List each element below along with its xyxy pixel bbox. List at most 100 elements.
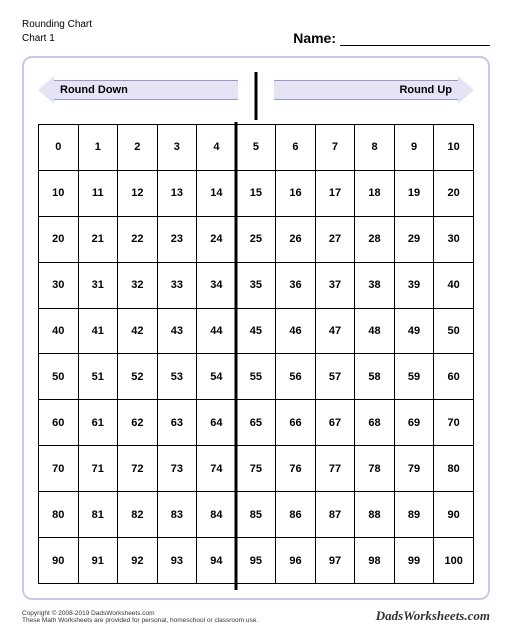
grid-cell: 95: [236, 538, 276, 584]
disclaimer-text: These Math Worksheets are provided for p…: [22, 617, 258, 624]
grid-cell: 55: [236, 354, 276, 400]
footer-left: Copyright © 2008-2019 DadsWorksheets.com…: [22, 610, 258, 624]
grid-cell: 4: [197, 125, 237, 171]
grid-cell: 28: [355, 216, 395, 262]
grid-cell: 33: [157, 262, 197, 308]
grid-cell: 91: [78, 538, 118, 584]
grid-cell: 97: [315, 538, 355, 584]
grid-cell: 52: [118, 354, 158, 400]
center-divider-top: [255, 72, 258, 120]
grid-cell: 7: [315, 125, 355, 171]
grid-cell: 49: [394, 308, 434, 354]
grid-cell: 87: [315, 492, 355, 538]
grid-cell: 41: [78, 308, 118, 354]
grid-cell: 63: [157, 400, 197, 446]
title-line2: Chart 1: [22, 32, 92, 46]
grid-cell: 20: [434, 170, 474, 216]
grid-cell: 68: [355, 400, 395, 446]
grid-cell: 36: [276, 262, 316, 308]
grid-cell: 24: [197, 216, 237, 262]
grid-cell: 46: [276, 308, 316, 354]
grid-cell: 26: [276, 216, 316, 262]
grid-cell: 70: [39, 446, 79, 492]
table-row: 90919293949596979899100: [39, 538, 474, 584]
grid-cell: 89: [394, 492, 434, 538]
brand-logo: DadsWorksheets.com: [376, 608, 490, 624]
grid-cell: 62: [118, 400, 158, 446]
grid-cell: 42: [118, 308, 158, 354]
grid-cell: 85: [236, 492, 276, 538]
grid-cell: 21: [78, 216, 118, 262]
number-grid: 0123456789101011121314151617181920202122…: [38, 124, 474, 584]
grid-cell: 35: [236, 262, 276, 308]
grid-cell: 64: [197, 400, 237, 446]
grid-cell: 10: [434, 125, 474, 171]
grid-cell: 76: [276, 446, 316, 492]
grid-cell: 50: [434, 308, 474, 354]
center-divider-grid: [235, 122, 238, 590]
grid-cell: 93: [157, 538, 197, 584]
grid-cell: 54: [197, 354, 237, 400]
title-line1: Rounding Chart: [22, 18, 92, 32]
grid-cell: 13: [157, 170, 197, 216]
grid-cell: 32: [118, 262, 158, 308]
grid-cell: 11: [78, 170, 118, 216]
grid-cell: 84: [197, 492, 237, 538]
grid-cell: 48: [355, 308, 395, 354]
grid-cell: 16: [276, 170, 316, 216]
name-label: Name:: [293, 30, 336, 46]
table-row: 6061626364656667686970: [39, 400, 474, 446]
grid-cell: 50: [39, 354, 79, 400]
table-row: 5051525354555657585960: [39, 354, 474, 400]
chart-frame: Round Down Round Up 01234567891010111213…: [22, 56, 490, 600]
copyright-text: Copyright © 2008-2019 DadsWorksheets.com: [22, 610, 258, 617]
grid-cell: 65: [236, 400, 276, 446]
grid-cell: 66: [276, 400, 316, 446]
table-row: 8081828384858687888990: [39, 492, 474, 538]
grid-cell: 8: [355, 125, 395, 171]
grid-cell: 0: [39, 125, 79, 171]
grid-cell: 90: [434, 492, 474, 538]
grid-cell: 80: [39, 492, 79, 538]
grid-cell: 9: [394, 125, 434, 171]
grid-cell: 83: [157, 492, 197, 538]
title-block: Rounding Chart Chart 1: [22, 18, 92, 46]
grid-cell: 22: [118, 216, 158, 262]
grid-cell: 18: [355, 170, 395, 216]
grid-cell: 15: [236, 170, 276, 216]
grid-cell: 38: [355, 262, 395, 308]
grid-cell: 45: [236, 308, 276, 354]
grid-cell: 59: [394, 354, 434, 400]
grid-cell: 75: [236, 446, 276, 492]
grid-cell: 60: [39, 400, 79, 446]
number-grid-wrap: 0123456789101011121314151617181920202122…: [38, 124, 474, 584]
grid-cell: 23: [157, 216, 197, 262]
worksheet-page: Rounding Chart Chart 1 Name: Round Down …: [0, 0, 512, 640]
grid-cell: 56: [276, 354, 316, 400]
grid-cell: 34: [197, 262, 237, 308]
grid-cell: 78: [355, 446, 395, 492]
grid-cell: 39: [394, 262, 434, 308]
grid-cell: 40: [39, 308, 79, 354]
round-up-label: Round Up: [274, 80, 458, 100]
grid-cell: 86: [276, 492, 316, 538]
table-row: 012345678910: [39, 125, 474, 171]
name-line: [340, 32, 490, 46]
grid-cell: 40: [434, 262, 474, 308]
grid-cell: 69: [394, 400, 434, 446]
table-row: 3031323334353637383940: [39, 262, 474, 308]
grid-cell: 27: [315, 216, 355, 262]
round-down-label: Round Down: [54, 80, 238, 100]
grid-cell: 57: [315, 354, 355, 400]
arrow-right-head-icon: [458, 76, 474, 104]
grid-cell: 1: [78, 125, 118, 171]
grid-cell: 5: [236, 125, 276, 171]
grid-cell: 29: [394, 216, 434, 262]
grid-cell: 58: [355, 354, 395, 400]
grid-cell: 10: [39, 170, 79, 216]
round-down-arrow: Round Down: [38, 76, 238, 104]
grid-cell: 99: [394, 538, 434, 584]
table-row: 7071727374757677787980: [39, 446, 474, 492]
grid-cell: 79: [394, 446, 434, 492]
round-up-arrow: Round Up: [274, 76, 474, 104]
